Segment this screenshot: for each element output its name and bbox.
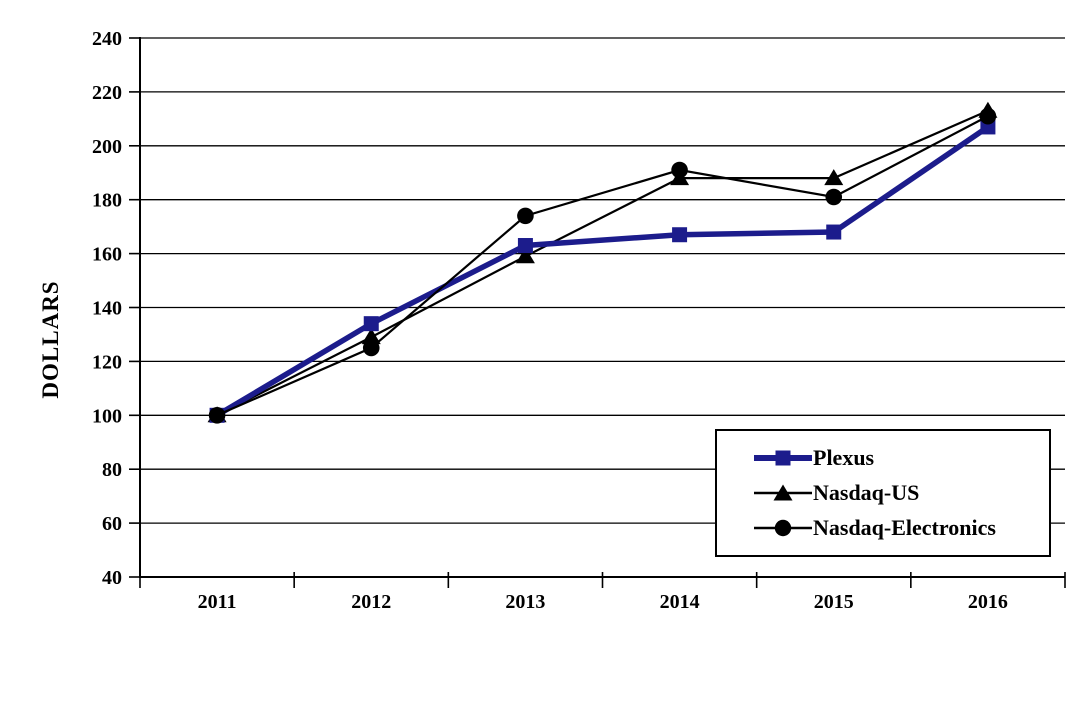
x-tick-label: 2012 [351,591,391,613]
legend-label-plexus: Plexus [813,445,875,470]
x-tick-label: 2015 [814,591,854,613]
legend-item-nasdaq-electronics: Nasdaq-Electronics [753,515,1049,541]
marker-square-plexus [363,316,379,332]
series-line-plexus [215,124,990,418]
y-tick-label: 40 [102,567,122,589]
x-tick-label: 2011 [198,591,237,613]
y-axis-title: DOLLARS [38,280,63,398]
y-tick-label: 240 [92,28,122,50]
marker-circle-nasdaq-electronics [208,407,226,424]
marker-triangle-nasdaq-us [515,247,535,264]
x-tick-label: 2016 [968,591,1008,613]
marker-square-plexus [517,238,533,254]
series-line-nasdaq-electronics [216,115,989,417]
legend-item-plexus: Plexus [753,445,1049,471]
y-tick-label: 60 [102,513,122,535]
marker-triangle-nasdaq-us [361,328,381,345]
marker-circle-nasdaq-electronics [517,207,534,225]
legend-label-nasdaq-us: Nasdaq-US [813,480,920,505]
marker-square-plexus [826,224,842,240]
marker-circle-nasdaq-electronics [979,107,997,125]
marker-square-plexus [672,227,688,243]
legend-label-nasdaq-electronics: Nasdaq-Electronics [813,515,996,540]
y-tick-label: 160 [92,244,122,266]
nasdaq-electronics-line-marker-icon [754,519,812,537]
y-tick-label: 200 [92,136,122,158]
y-tick-label: 100 [92,405,122,427]
y-tick-label: 120 [92,351,122,373]
nasdaq-us-line-marker-icon [754,484,812,501]
marker-circle-nasdaq-electronics [671,161,688,179]
marker-circle-nasdaq-electronics [825,188,843,206]
x-tick-label: 2014 [660,591,700,613]
plexus-line-marker-icon [754,450,812,466]
series-line-nasdaq-us [216,109,989,417]
y-tick-label: 80 [102,459,122,481]
x-tick-label: 2013 [505,591,545,613]
marker-triangle-nasdaq-us [824,169,844,186]
y-tick-label: 140 [92,298,122,320]
legend-box: Plexus Nasdaq-US Nasdaq-Electronics [715,429,1051,557]
legend-item-nasdaq-us: Nasdaq-US [753,480,1049,506]
y-tick-label: 220 [92,82,122,104]
marker-circle-nasdaq-electronics [362,339,380,357]
y-tick-label: 180 [92,190,122,212]
